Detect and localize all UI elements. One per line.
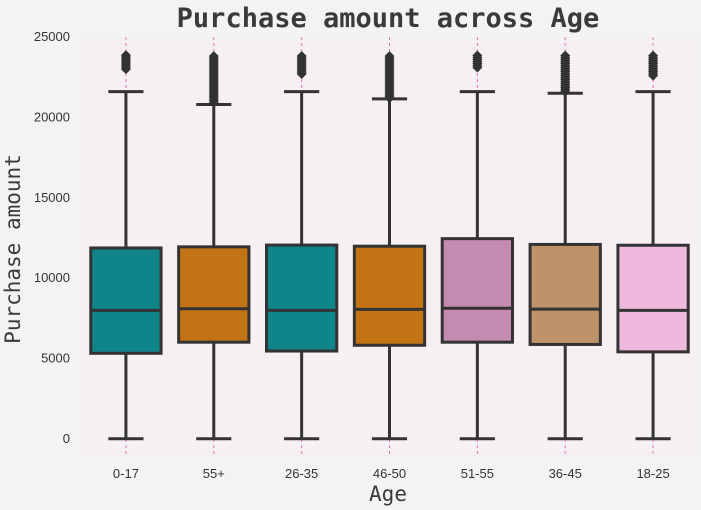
box-body xyxy=(89,246,163,355)
outlier-marker xyxy=(296,50,307,61)
chart-title: Purchase amount across Age xyxy=(177,3,600,34)
box-body xyxy=(265,243,339,353)
box-18-25 xyxy=(616,50,690,441)
outlier-marker xyxy=(560,50,571,61)
outliers xyxy=(120,50,131,75)
outlier-marker xyxy=(384,51,395,62)
box-36-45 xyxy=(528,50,602,441)
outliers xyxy=(472,50,483,73)
outliers xyxy=(208,51,219,108)
box-51-55 xyxy=(440,50,515,441)
box-body xyxy=(528,242,602,346)
outliers xyxy=(560,50,571,97)
x-tick-label: 36-45 xyxy=(549,466,582,481)
x-tick-label: 46-50 xyxy=(373,466,406,481)
box-46-50 xyxy=(352,51,427,441)
boxes xyxy=(89,50,690,441)
outlier-marker xyxy=(208,51,219,62)
y-tick-label: 10000 xyxy=(34,270,70,285)
x-tick-label: 26-35 xyxy=(285,466,318,481)
y-axis-ticks: 0 5000 10000 15000 20000 25000 xyxy=(34,29,70,446)
y-tick-label: 15000 xyxy=(34,190,70,205)
outliers xyxy=(296,50,307,79)
outlier-marker xyxy=(120,50,131,61)
outlier-marker xyxy=(472,50,483,61)
x-axis-label: Age xyxy=(369,482,407,506)
y-tick-label: 25000 xyxy=(34,29,70,44)
box-body xyxy=(616,243,690,354)
box-26-35 xyxy=(265,50,339,441)
box-55+ xyxy=(177,51,251,441)
x-axis-ticks: 0-17 55+ 26-35 46-50 51-55 36-45 18-25 xyxy=(113,466,670,481)
y-tick-label: 20000 xyxy=(34,109,70,124)
y-tick-label: 5000 xyxy=(41,351,70,366)
outliers xyxy=(384,51,395,104)
outliers xyxy=(648,50,659,81)
outlier-marker xyxy=(648,50,659,61)
box-0-17 xyxy=(89,50,163,441)
box-body xyxy=(352,244,427,347)
y-axis-label: Purchase amount xyxy=(1,154,25,344)
box-body xyxy=(177,245,251,344)
x-tick-label: 55+ xyxy=(203,466,225,481)
x-tick-label: 51-55 xyxy=(461,466,494,481)
x-tick-label: 18-25 xyxy=(636,466,669,481)
box-body xyxy=(440,237,515,344)
y-tick-label: 0 xyxy=(63,431,70,446)
x-tick-label: 0-17 xyxy=(113,466,139,481)
